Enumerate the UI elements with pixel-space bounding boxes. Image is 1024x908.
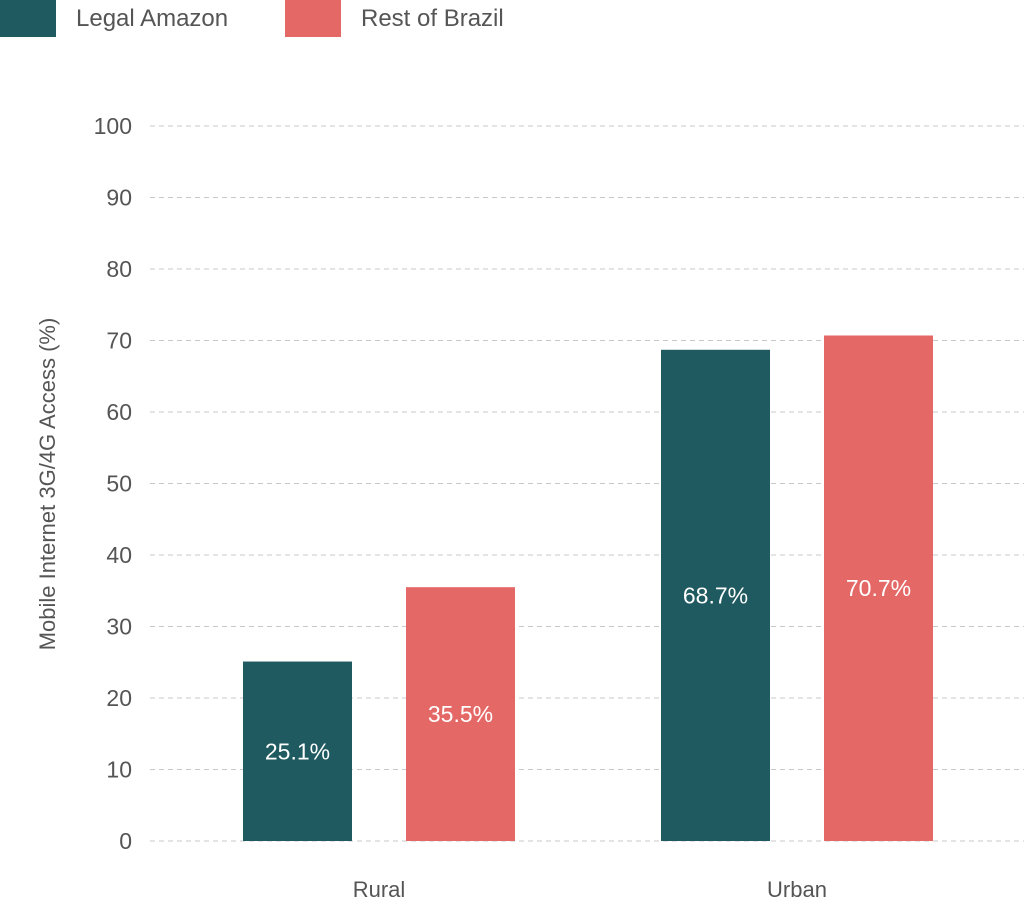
bar xyxy=(661,349,770,841)
x-tick-label: Urban xyxy=(767,877,827,902)
legend-item-legal-amazon: Legal Amazon xyxy=(0,0,228,37)
legend-swatch-rest-of-brazil xyxy=(285,0,341,37)
data-label: 70.7% xyxy=(846,575,911,601)
legend-swatch-legal-amazon xyxy=(0,0,56,37)
bar xyxy=(406,587,515,841)
y-tick-label: 70 xyxy=(106,328,132,354)
data-label: 25.1% xyxy=(265,738,330,764)
x-tick-label: Rural xyxy=(353,877,406,902)
y-tick-label: 80 xyxy=(106,256,132,282)
y-axis-label: Mobile Internet 3G/4G Access (%) xyxy=(35,318,60,651)
data-label: 35.5% xyxy=(428,701,493,727)
y-tick-label: 10 xyxy=(106,757,132,783)
data-label: 68.7% xyxy=(683,582,748,608)
bar xyxy=(824,335,933,841)
bar xyxy=(243,661,352,841)
y-tick-label: 90 xyxy=(106,185,132,211)
legend-label: Legal Amazon xyxy=(76,4,229,32)
y-tick-label: 40 xyxy=(106,542,132,568)
y-tick-label: 100 xyxy=(94,113,132,139)
legend-label: Rest of Brazil xyxy=(361,4,504,32)
legend-item-rest-of-brazil: Rest of Brazil xyxy=(285,0,504,37)
y-tick-label: 60 xyxy=(106,399,132,425)
y-tick-label: 20 xyxy=(106,685,132,711)
y-tick-label: 30 xyxy=(106,614,132,640)
y-tick-label: 50 xyxy=(106,471,132,497)
y-tick-label: 0 xyxy=(119,828,132,854)
